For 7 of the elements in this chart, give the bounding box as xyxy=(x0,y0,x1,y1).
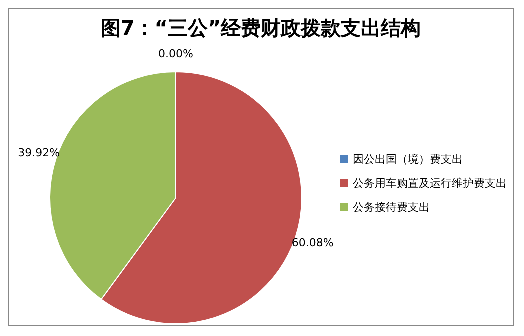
legend-label: 因公出国（境）费支出 xyxy=(353,152,463,166)
data-label: 39.92% xyxy=(18,146,60,160)
legend-label: 公务用车购置及运行维护费支出 xyxy=(353,176,507,190)
data-label: 60.08% xyxy=(292,236,334,250)
chart-title: 图7：“三公”经费财政拨款支出结构 xyxy=(100,15,422,41)
text: 0.00% xyxy=(158,48,194,60)
legend-label: 公务接待费支出 xyxy=(353,200,430,214)
